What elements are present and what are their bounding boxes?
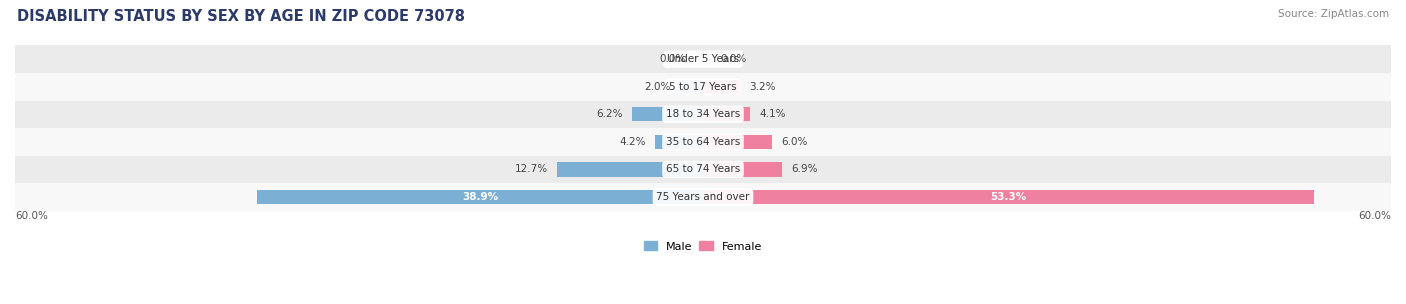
Bar [15,183,1391,211]
Text: 6.0%: 6.0% [780,137,807,147]
Bar [15,45,1391,73]
Bar [631,107,703,122]
Text: 12.7%: 12.7% [515,164,548,174]
Text: 6.9%: 6.9% [792,164,818,174]
Text: 75 Years and over: 75 Years and over [657,192,749,202]
Bar [557,162,703,177]
Text: 4.2%: 4.2% [619,137,645,147]
Bar [703,80,740,94]
Text: 6.2%: 6.2% [596,109,623,119]
Text: 35 to 64 Years: 35 to 64 Years [666,137,740,147]
Text: 0.0%: 0.0% [720,54,747,64]
Text: 2.0%: 2.0% [644,82,671,92]
Text: 60.0%: 60.0% [15,211,48,221]
Bar [15,73,1391,101]
Legend: Male, Female: Male, Female [644,241,762,251]
Bar [15,156,1391,183]
Bar [655,135,703,149]
Bar [703,135,772,149]
Bar [15,128,1391,156]
Text: 0.0%: 0.0% [659,54,686,64]
Bar [703,162,782,177]
Text: 3.2%: 3.2% [749,82,775,92]
Text: DISABILITY STATUS BY SEX BY AGE IN ZIP CODE 73078: DISABILITY STATUS BY SEX BY AGE IN ZIP C… [17,9,465,24]
Text: 5 to 17 Years: 5 to 17 Years [669,82,737,92]
Bar [703,190,1315,204]
Bar [681,80,703,94]
Text: 38.9%: 38.9% [463,192,498,202]
Text: 18 to 34 Years: 18 to 34 Years [666,109,740,119]
Text: 65 to 74 Years: 65 to 74 Years [666,164,740,174]
Text: Source: ZipAtlas.com: Source: ZipAtlas.com [1278,9,1389,19]
Bar [703,107,749,122]
Text: 4.1%: 4.1% [759,109,786,119]
Bar [15,101,1391,128]
Text: 60.0%: 60.0% [1358,211,1391,221]
Bar [257,190,703,204]
Text: 53.3%: 53.3% [990,192,1026,202]
Text: Under 5 Years: Under 5 Years [666,54,740,64]
